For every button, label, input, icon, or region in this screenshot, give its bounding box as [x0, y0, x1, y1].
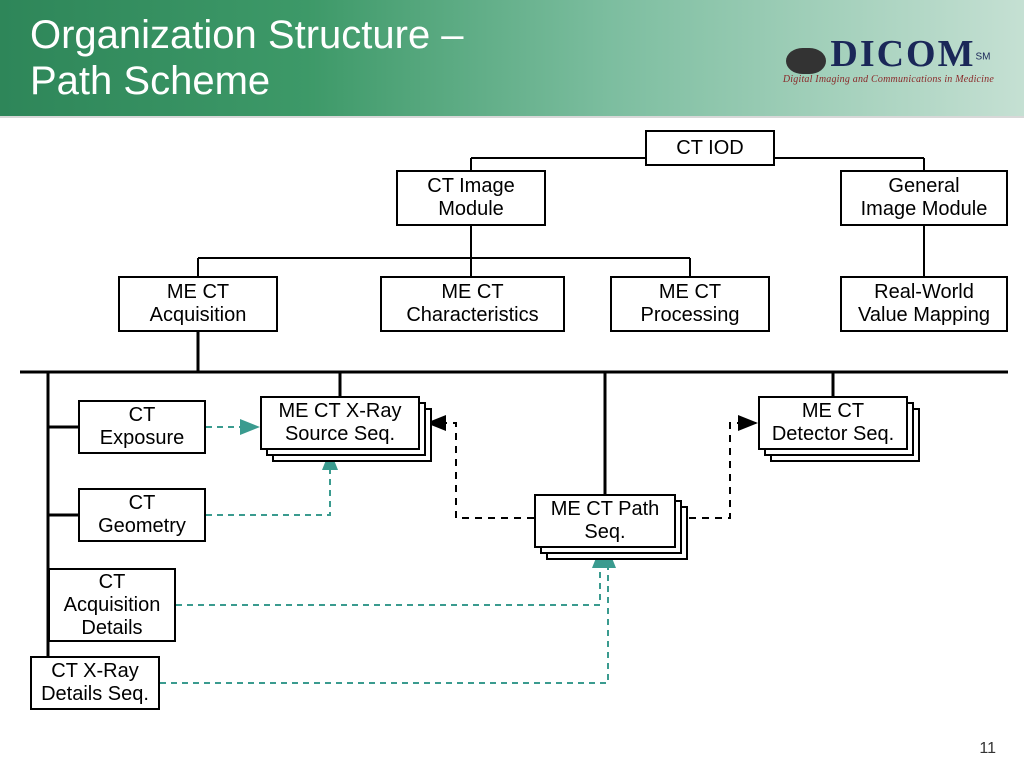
- logo-tagline: Digital Imaging and Communications in Me…: [783, 74, 994, 85]
- node-real-world-value-mapping: Real-WorldValue Mapping: [840, 276, 1008, 332]
- node-me-ct-characteristics: ME CTCharacteristics: [380, 276, 565, 332]
- logo-text: DICOM: [830, 33, 975, 75]
- node-ct-geometry: CTGeometry: [78, 488, 206, 542]
- org-diagram: CT IOD CT ImageModule GeneralImage Modul…: [0, 118, 1024, 768]
- node-me-ct-acquisition: ME CTAcquisition: [118, 276, 278, 332]
- node-ct-iod: CT IOD: [645, 130, 775, 166]
- node-ct-xray-details-seq: CT X-RayDetails Seq.: [30, 656, 160, 710]
- node-me-ct-detector-seq: ME CTDetector Seq.: [758, 396, 908, 450]
- slide-title: Organization Structure –Path Scheme: [30, 12, 464, 104]
- node-ct-image-module: CT ImageModule: [396, 170, 546, 226]
- node-me-ct-xray-source-seq: ME CT X-RaySource Seq.: [260, 396, 420, 450]
- node-me-ct-path-seq: ME CT PathSeq.: [534, 494, 676, 548]
- slide-header: Organization Structure –Path Scheme DICO…: [0, 0, 1024, 118]
- page-number: 11: [979, 740, 996, 758]
- node-me-ct-processing: ME CTProcessing: [610, 276, 770, 332]
- node-ct-exposure: CTExposure: [78, 400, 206, 454]
- logo-sm: SM: [975, 51, 990, 62]
- node-general-image-module: GeneralImage Module: [840, 170, 1008, 226]
- dicom-logo: DICOMSM Digital Imaging and Communicatio…: [783, 32, 994, 85]
- globe-icon: [786, 48, 826, 74]
- node-ct-acquisition-details: CTAcquisitionDetails: [48, 568, 176, 642]
